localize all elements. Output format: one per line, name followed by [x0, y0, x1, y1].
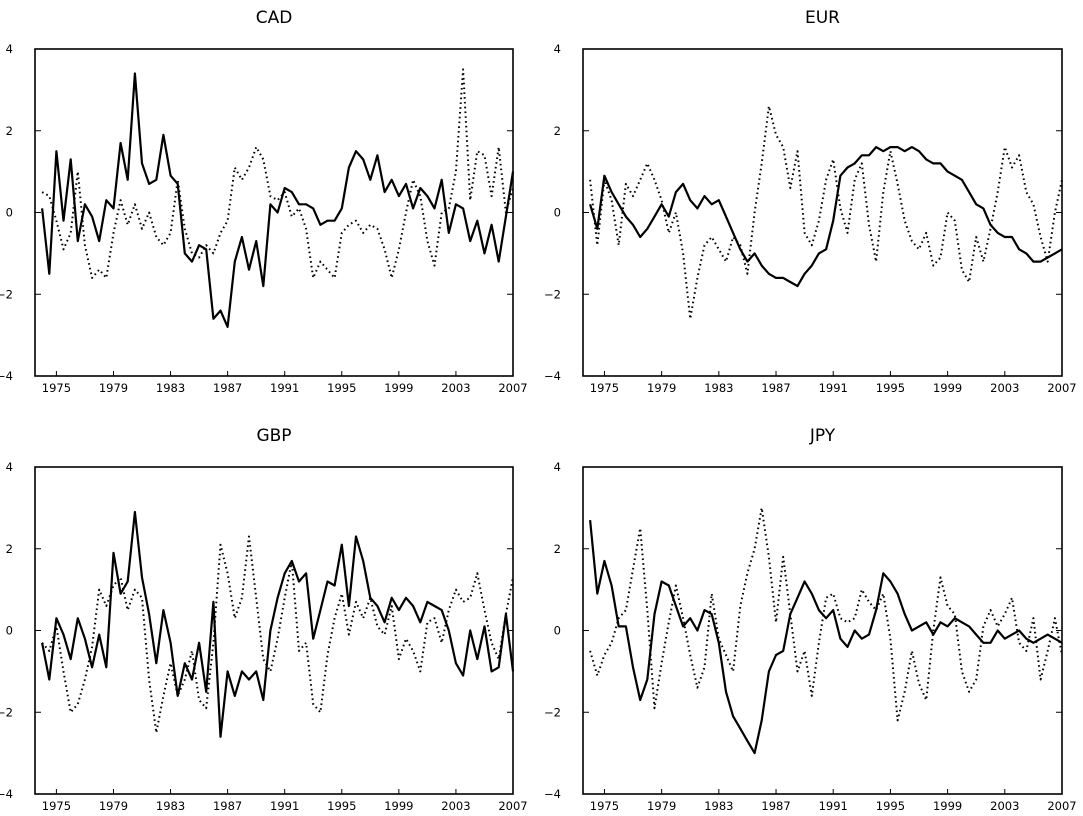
x-tick-label: 1991: [270, 381, 299, 395]
y-tick-label: −4: [0, 787, 13, 801]
x-tick-label: 1987: [213, 381, 242, 395]
x-tick-label: 2007: [498, 381, 527, 395]
x-tick-label: 2007: [1047, 799, 1076, 813]
y-tick-label: 0: [554, 624, 561, 638]
y-tick-label: 0: [554, 206, 561, 220]
chart-panel-eur: EUR 4 2 0 −2 −4 1975 1979 1983 1987 1991 1995 1999 20…: [544, 8, 1077, 395]
y-tick-label: −2: [544, 287, 561, 301]
chart-panel-jpy: JPY 4 2 0 −2 −4 1975 1979 1983 1987 1991 1995 1999 20…: [544, 426, 1077, 813]
x-tick-label: 1975: [590, 799, 619, 813]
x-tick-label: 1995: [876, 381, 905, 395]
series-line-solid: [41, 72, 515, 328]
panel-title: CAD: [256, 8, 293, 28]
y-tick-label: −2: [544, 705, 561, 719]
series-line-dotted: [41, 535, 514, 734]
panel-title: GBP: [256, 426, 291, 446]
x-tick-label: 2007: [498, 799, 527, 813]
x-tick-label: 1987: [761, 799, 790, 813]
x-tick-label: 1975: [42, 381, 71, 395]
x-tick-label: 1999: [384, 381, 413, 395]
x-tick-label: 2007: [1047, 381, 1076, 395]
series-line-dotted: [41, 68, 514, 279]
x-tick-label: 1983: [704, 799, 733, 813]
x-tick-label: 1975: [42, 799, 71, 813]
x-tick-label: 1999: [933, 381, 962, 395]
plot-frame: [34, 466, 514, 795]
plot-frame: [582, 466, 1063, 795]
y-tick-label: 2: [554, 124, 561, 138]
x-tick-label: 2003: [441, 799, 470, 813]
x-tick-label: 1975: [590, 381, 619, 395]
x-tick-label: 1995: [327, 799, 356, 813]
y-tick-label: 4: [554, 460, 561, 474]
x-tick-label: 2003: [990, 799, 1019, 813]
x-tick-label: 1979: [647, 799, 676, 813]
y-tick-label: −2: [0, 705, 13, 719]
x-tick-label: 1979: [99, 799, 128, 813]
x-tick-label: 1999: [933, 799, 962, 813]
y-tick-label: −4: [544, 369, 561, 383]
x-tick-label: 1991: [270, 799, 299, 813]
y-tick-label: 4: [554, 42, 561, 56]
chart-panel-gbp: GBP 4 2 0 −2 −4 1975 1979 1983 1987 1991 1995 1999 20…: [0, 426, 528, 813]
x-tick-label: 1991: [819, 799, 848, 813]
x-tick-label: 1991: [819, 381, 848, 395]
series-line-solid: [589, 146, 1063, 288]
plot-frame: [34, 48, 514, 377]
series-line-solid: [589, 519, 1063, 755]
series-line-dotted: [589, 105, 1063, 320]
y-tick-label: 4: [6, 42, 13, 56]
x-tick-label: 1979: [647, 381, 676, 395]
y-tick-label: 0: [6, 206, 13, 220]
x-tick-label: 1987: [761, 381, 790, 395]
x-tick-label: 1995: [327, 381, 356, 395]
panel-title: JPY: [809, 426, 836, 446]
y-tick-label: −4: [0, 369, 13, 383]
x-tick-label: 1999: [384, 799, 413, 813]
y-tick-label: −2: [0, 287, 13, 301]
y-tick-label: 2: [554, 542, 561, 556]
y-tick-label: 4: [6, 460, 13, 474]
series-line-solid: [41, 510, 515, 738]
y-tick-label: 2: [6, 124, 13, 138]
x-tick-label: 1983: [156, 799, 185, 813]
y-tick-label: −4: [544, 787, 561, 801]
chart-panel-cad: CAD 4 2 0 −2 −4 1975 1979 1983 1987 1991 1995 1999 20…: [0, 8, 528, 395]
series-line-dotted: [589, 506, 1063, 722]
x-tick-label: 2003: [441, 381, 470, 395]
x-tick-label: 1983: [156, 381, 185, 395]
y-tick-label: 2: [6, 542, 13, 556]
x-tick-label: 2003: [990, 381, 1019, 395]
plot-frame: [582, 48, 1063, 377]
x-tick-label: 1995: [876, 799, 905, 813]
x-tick-label: 1983: [704, 381, 733, 395]
x-tick-label: 1987: [213, 799, 242, 813]
x-tick-label: 1979: [99, 381, 128, 395]
panel-title: EUR: [805, 8, 840, 28]
y-tick-label: 0: [6, 624, 13, 638]
